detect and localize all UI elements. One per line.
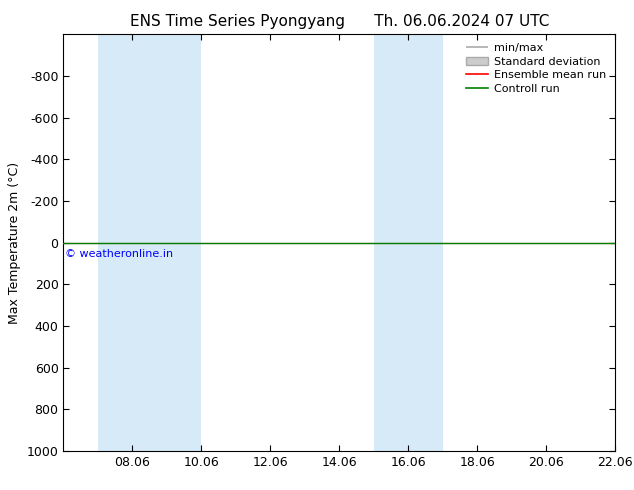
Title: ENS Time Series Pyongyang      Th. 06.06.2024 07 UTC: ENS Time Series Pyongyang Th. 06.06.2024… [129,14,549,29]
Bar [98,34,202,451]
Text: © weatheronline.in: © weatheronline.in [65,249,173,259]
Y-axis label: Max Temperature 2m (°C): Max Temperature 2m (°C) [8,162,21,323]
Bar [373,34,443,451]
Legend: min/max, Standard deviation, Ensemble mean run, Controll run: min/max, Standard deviation, Ensemble me… [463,40,609,97]
